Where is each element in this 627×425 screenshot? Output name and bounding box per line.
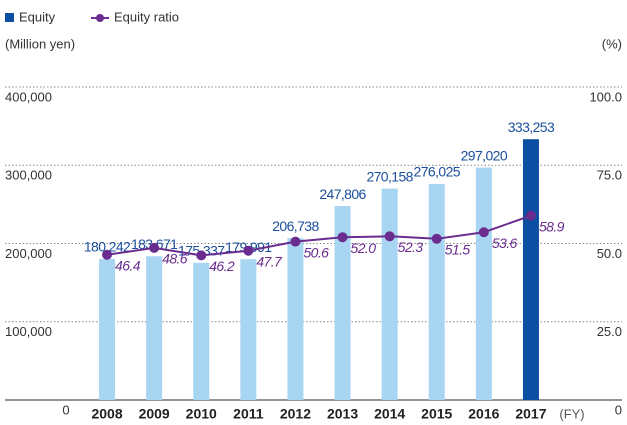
bar [334,206,351,400]
y-tick-label: 400,000 [5,89,52,104]
line-value-label: 58.9 [539,218,565,234]
line-value-label: 52.0 [351,240,377,256]
y-axis-label: (Million yen) [5,36,75,51]
line-value-label: 52.3 [398,239,424,255]
line-point [196,250,207,261]
y2-tick-label: 0 [615,402,622,417]
x-tick-label: 2015 [421,406,452,422]
bar-value-label: 247,806 [319,186,366,202]
line-point [102,249,113,260]
y2-tick-label: 100.0 [589,89,622,104]
bar [475,167,492,400]
line-value-label: 53.6 [492,235,518,251]
y-tick-label: 200,000 [5,246,52,261]
legend-label: Equity ratio [114,9,179,24]
y-tick-label: 300,000 [5,168,52,183]
bar [428,184,445,400]
x-tick-label: 2009 [139,406,170,422]
bar [522,139,539,400]
y2-axis-label: (%) [602,36,622,51]
x-tick-label: 2016 [468,406,499,422]
y2-tick-label: 25.0 [597,324,622,339]
x-tick-label: 2014 [374,406,405,422]
bar-value-label: 333,253 [508,119,555,135]
line-value-label: 46.2 [209,258,235,274]
bar-value-label: 206,738 [272,218,319,234]
bar [99,258,116,400]
bar-value-label: 297,020 [461,147,508,163]
y2-tick-label: 50.0 [597,246,622,261]
x-tick-label: 2011 [233,406,264,422]
line-point [478,227,489,238]
legend-swatch [5,13,14,22]
x-tick-label: 2010 [186,406,217,422]
line-point [431,233,442,244]
x-tick-label: 2012 [280,406,311,422]
line-point [384,231,395,242]
bar-value-label: 276,025 [414,164,461,180]
bar [287,238,304,400]
bar [193,262,210,400]
line-value-label: 48.6 [162,251,188,267]
line-point [525,210,536,221]
x-tick-label: 2013 [327,406,358,422]
x-tick-label: 2017 [515,406,546,422]
line-value-label: 51.5 [445,242,471,258]
y-tick-label: 100,000 [5,324,52,339]
x-axis-unit: (FY) [559,406,584,421]
bar-value-label: 180,242 [84,239,131,255]
line-point [290,236,301,247]
y2-tick-label: 75.0 [597,168,622,183]
line-value-label: 46.4 [115,257,141,273]
line-point [149,242,160,253]
legend-swatch [96,14,104,22]
legend-label: Equity [19,9,56,24]
line-value-label: 50.6 [303,244,329,260]
y-tick-label: 0 [62,402,69,417]
line-point [337,232,348,243]
line [106,214,532,257]
bar [146,256,163,400]
line-point [243,245,254,256]
line-value-label: 47.7 [256,253,283,269]
bar [240,259,257,400]
bar [381,188,398,400]
x-tick-label: 2008 [91,406,122,422]
bar-value-label: 270,158 [366,168,413,184]
